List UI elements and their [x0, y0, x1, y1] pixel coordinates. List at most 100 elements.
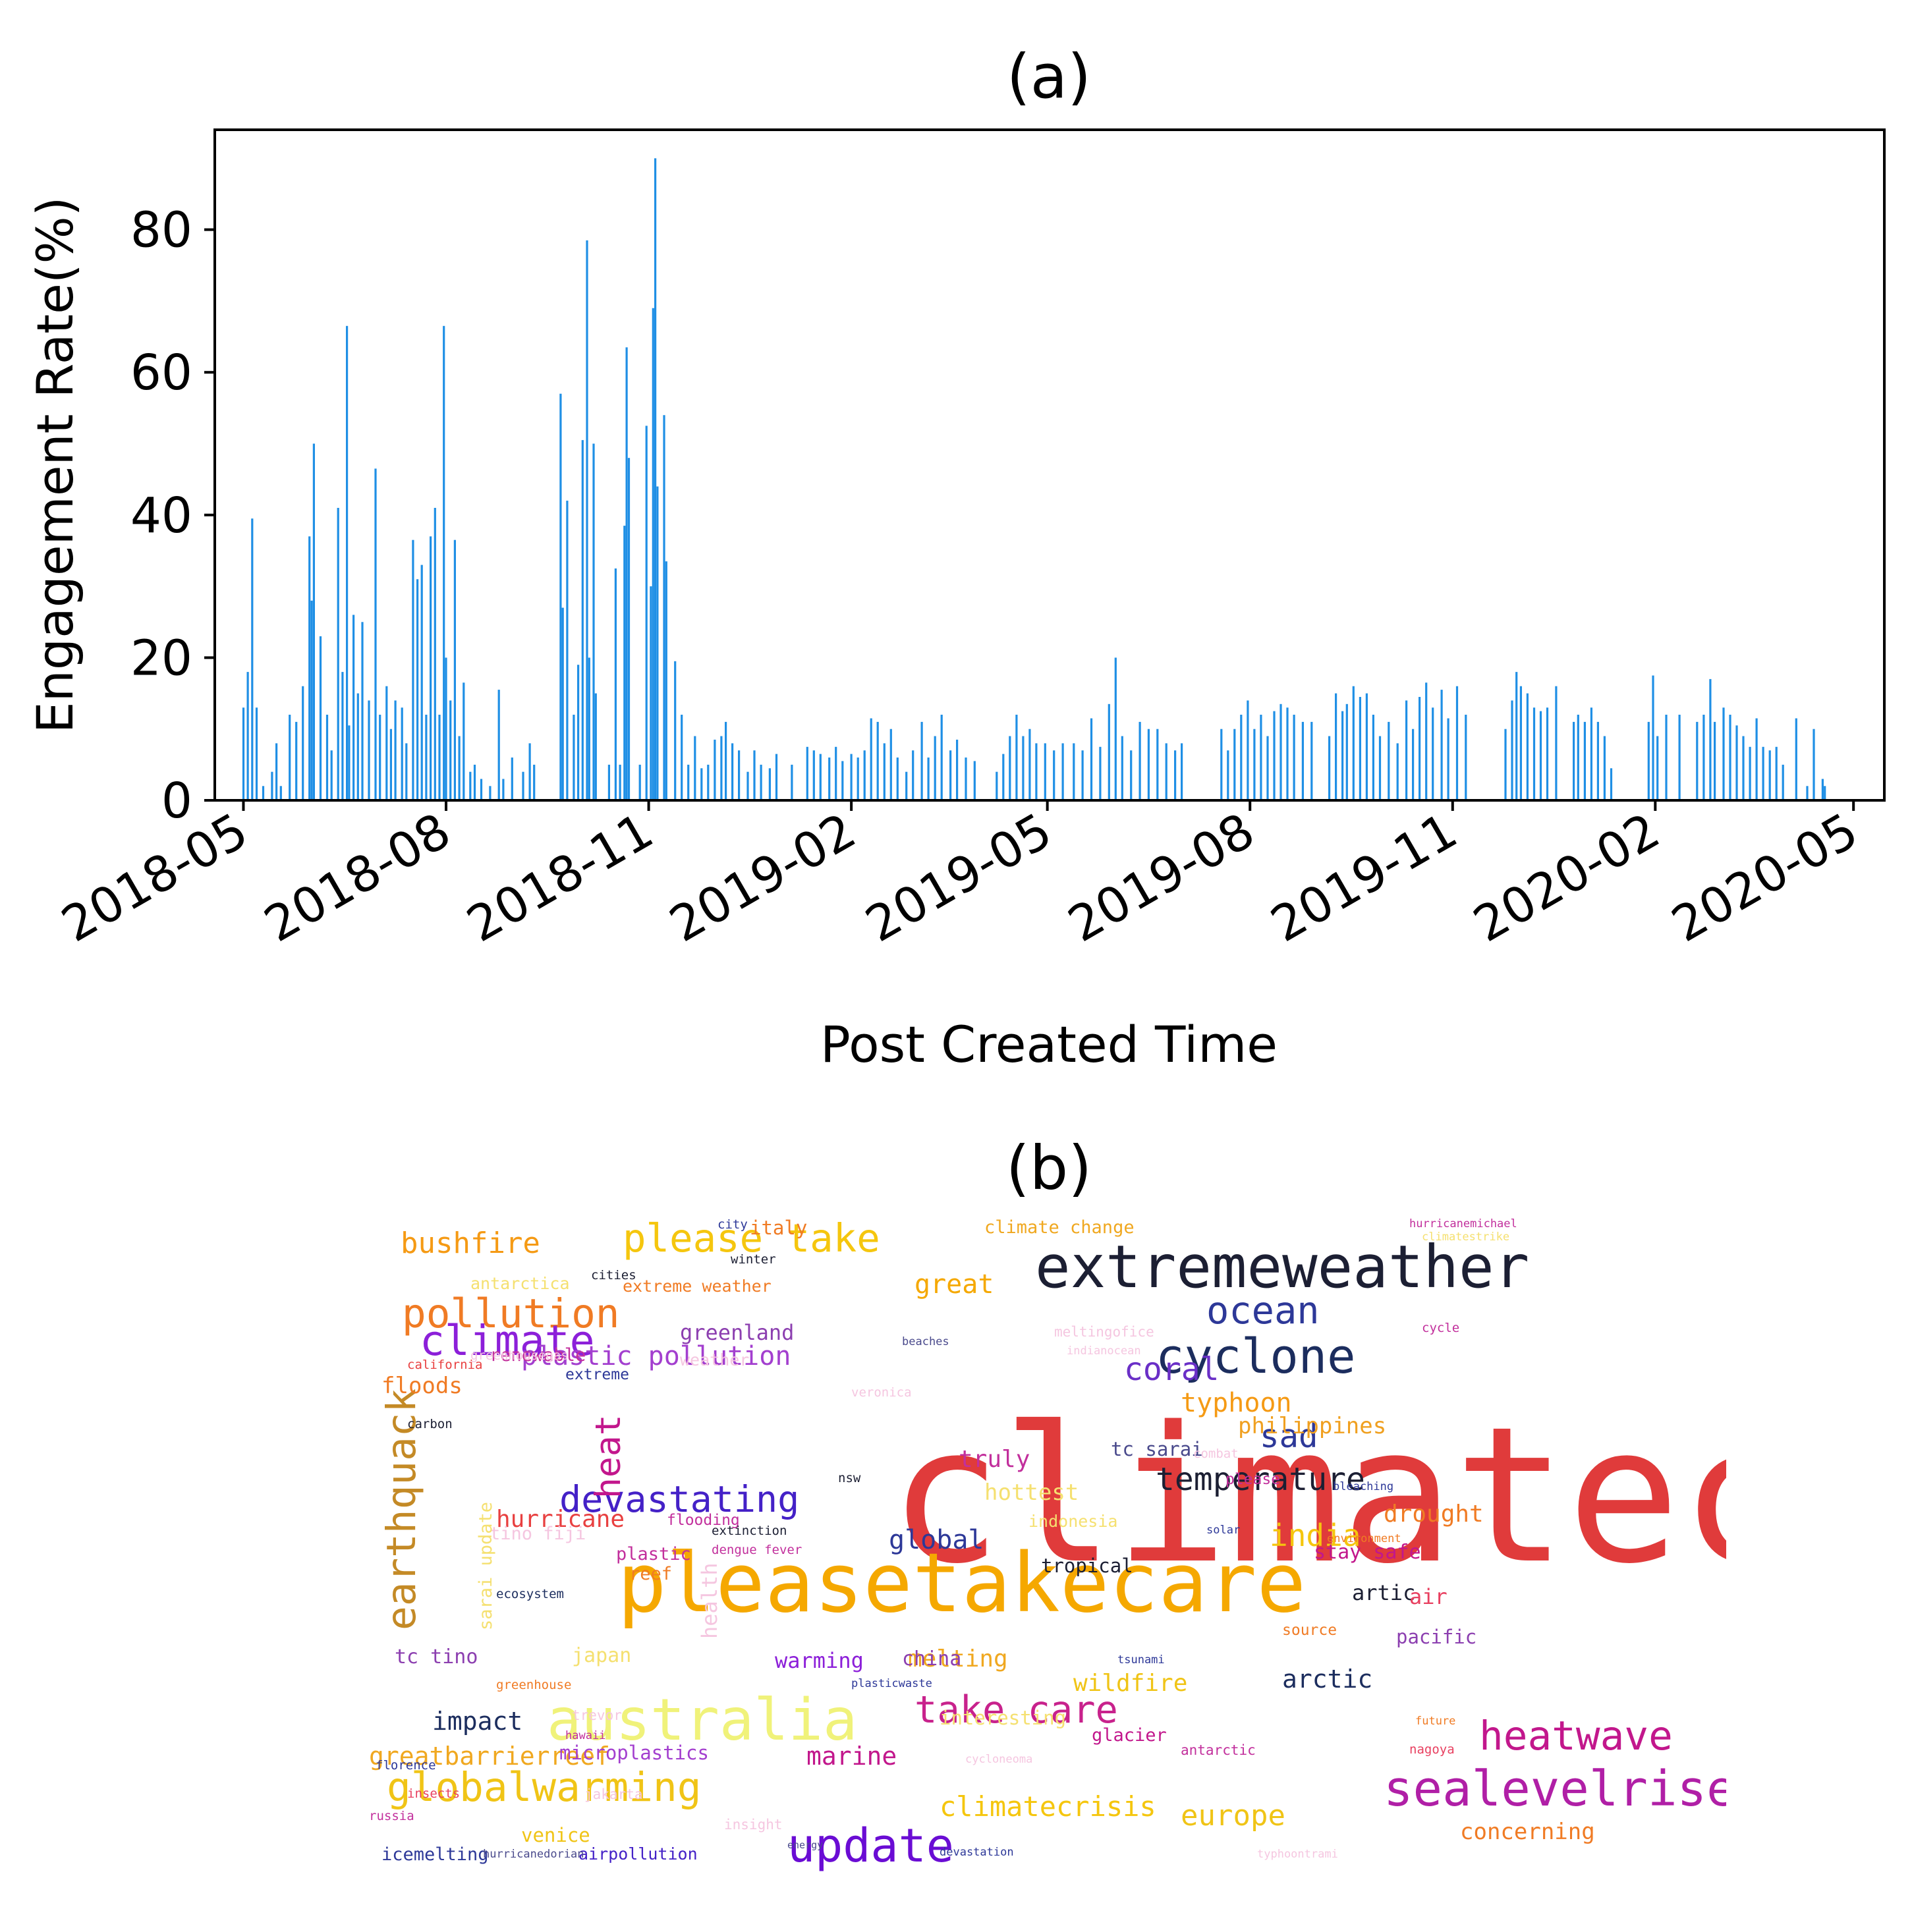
bar: [502, 779, 505, 800]
bar: [1412, 729, 1415, 800]
cloud-word: typhoon: [1181, 1388, 1292, 1418]
cloud-word: environment: [1327, 1532, 1401, 1545]
cloud-word: artic: [1352, 1580, 1416, 1605]
bar: [707, 764, 710, 800]
cloud-word: plasticwaste: [851, 1677, 932, 1690]
cloud-word: greenhousegas: [470, 1348, 569, 1363]
bar: [1328, 736, 1331, 800]
cloud-word: russia: [369, 1809, 414, 1823]
cloud-word: tc tino: [395, 1645, 478, 1669]
bar: [1053, 750, 1055, 800]
cloud-word: great: [914, 1269, 994, 1300]
bar: [731, 743, 734, 800]
bar: [1022, 736, 1025, 800]
bar: [1310, 721, 1313, 800]
bar: [573, 715, 575, 800]
bar: [1603, 736, 1606, 800]
bar: [1273, 711, 1276, 800]
cloud-word: flooding: [667, 1512, 740, 1529]
bar: [927, 758, 930, 800]
bar: [857, 758, 859, 800]
bar: [559, 393, 562, 800]
bar: [348, 725, 351, 800]
bar: [652, 308, 654, 800]
bar: [1539, 711, 1542, 800]
bar: [1247, 700, 1249, 800]
bar: [700, 768, 703, 800]
bar: [449, 700, 452, 800]
cloud-word: take care: [914, 1688, 1118, 1732]
cloud-word: insects: [407, 1786, 461, 1801]
bar: [1665, 715, 1668, 800]
bar: [1035, 743, 1038, 800]
bar: [588, 657, 590, 800]
bar: [1293, 715, 1295, 800]
bar: [828, 758, 831, 800]
bar: [1515, 672, 1518, 800]
bar: [497, 690, 500, 800]
bar: [533, 764, 536, 800]
bar: [337, 508, 339, 800]
bar: [1099, 746, 1102, 800]
bar: [1465, 715, 1467, 800]
cloud-word: impact: [432, 1707, 523, 1736]
bar: [619, 764, 621, 800]
cloud-word: plastic: [616, 1544, 691, 1564]
cloud-word: concerning: [1460, 1819, 1595, 1845]
bar: [973, 761, 976, 800]
plot-frame: [213, 128, 1886, 802]
cloud-word: extremeweather: [1035, 1232, 1530, 1301]
cloud-word: india: [1270, 1518, 1361, 1553]
cloud-word: melting: [908, 1645, 1008, 1672]
bar: [295, 721, 298, 800]
bar: [1015, 715, 1018, 800]
bar: [1396, 743, 1399, 800]
bar: [511, 758, 513, 800]
cloud-word: typhoontrami: [1257, 1848, 1338, 1861]
bar: [835, 746, 837, 800]
bar: [1061, 743, 1064, 800]
bar: [1044, 743, 1046, 800]
bar: [1181, 743, 1183, 800]
bar: [883, 743, 886, 800]
cloud-word: europe: [1181, 1799, 1285, 1833]
bar: [1147, 729, 1150, 800]
cloud-word: antarctic: [1181, 1742, 1256, 1758]
bar: [645, 426, 648, 800]
bar: [775, 754, 778, 800]
cloud-word: climatecrisis: [940, 1790, 1156, 1823]
bar: [279, 786, 282, 800]
bar: [1555, 686, 1558, 800]
bar: [1002, 754, 1005, 800]
bar: [614, 568, 617, 800]
cloud-word: drought: [1384, 1501, 1484, 1528]
cloud-word: combat: [1193, 1447, 1239, 1461]
cloud-word: temperature: [1156, 1461, 1365, 1498]
y-tick-label: 80: [130, 202, 192, 259]
x-tick-label: 2019-08: [1059, 802, 1264, 953]
bar: [255, 707, 258, 800]
cloud-word: city: [717, 1219, 748, 1232]
cloud-word: tsunami: [1117, 1653, 1165, 1667]
bar: [1821, 779, 1824, 800]
bar: [920, 721, 923, 800]
bar: [720, 736, 723, 800]
bar: [1286, 707, 1289, 800]
bar: [1352, 686, 1355, 800]
cloud-word: hurricanedorian: [483, 1848, 584, 1861]
bar: [1028, 729, 1031, 800]
cloud-word: hawaii: [565, 1729, 606, 1742]
bar: [896, 758, 899, 800]
cloud-word: extreme: [565, 1366, 629, 1383]
bar: [1504, 729, 1507, 800]
cloud-word: arctic: [1282, 1665, 1373, 1694]
bar: [401, 707, 403, 800]
bar: [379, 715, 381, 800]
bar: [438, 715, 441, 800]
bar: [1081, 750, 1084, 800]
cloud-word: ocean: [1206, 1289, 1320, 1333]
bar: [458, 736, 461, 800]
x-axis: 2018-052018-082018-112019-022019-052019-…: [53, 800, 1867, 953]
bar: [586, 240, 588, 800]
